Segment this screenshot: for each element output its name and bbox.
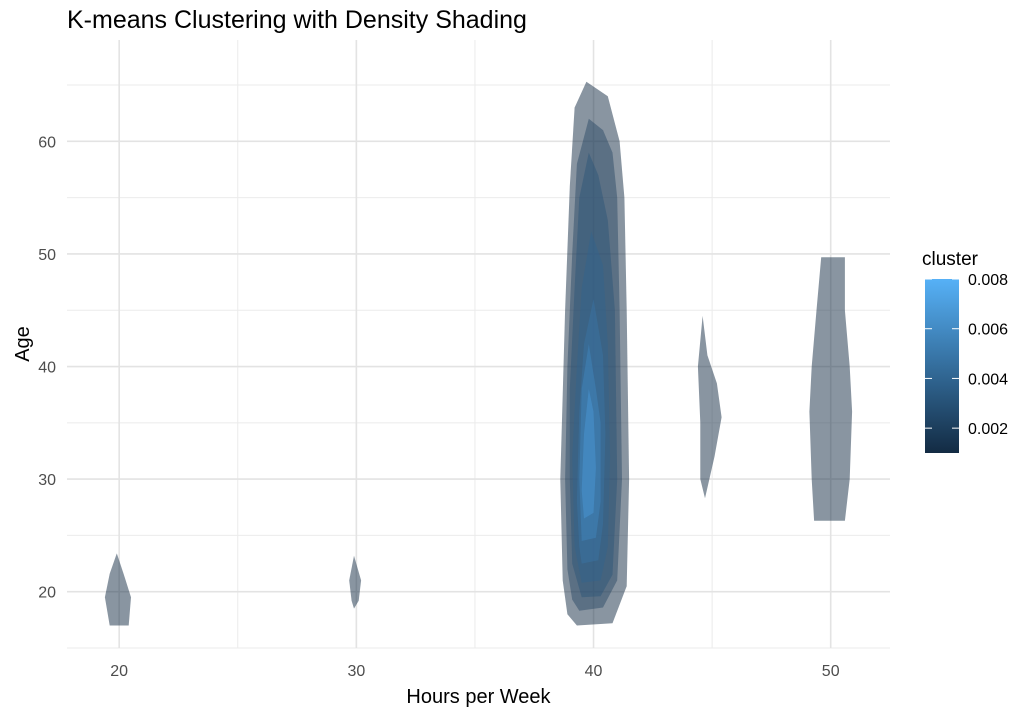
y-tick-label: 30 bbox=[38, 472, 56, 489]
y-tick-label: 60 bbox=[38, 134, 56, 151]
gridlines bbox=[67, 40, 890, 649]
density-region-40h-level-7 bbox=[579, 344, 601, 541]
y-tick-label: 50 bbox=[38, 247, 56, 264]
density-region-45h-level-9 bbox=[697, 315, 722, 499]
legend-tick-label: 0.002 bbox=[968, 421, 1008, 438]
x-axis-title: Hours per Week bbox=[406, 686, 551, 708]
legend: cluster 0.008 0.006 0.004 0.002 bbox=[922, 249, 1008, 453]
density-regions bbox=[104, 81, 853, 626]
axes: Hours per Week Age 20 30 40 50 20 30 40 50 60 bbox=[12, 134, 840, 708]
legend-tick-label: 0.008 bbox=[968, 272, 1008, 289]
x-tick-label: 40 bbox=[585, 663, 603, 680]
density-region-40h-level-8 bbox=[581, 389, 596, 519]
legend-title: cluster bbox=[922, 249, 979, 270]
y-tick-label: 20 bbox=[38, 585, 56, 602]
density-region-30h-level-1 bbox=[349, 555, 362, 609]
density-region-40h-level-3 bbox=[565, 118, 622, 611]
legend-tick-label: 0.004 bbox=[968, 371, 1008, 388]
density-region-40h-level-4 bbox=[569, 152, 618, 598]
y-axis-title: Age bbox=[12, 326, 34, 362]
x-tick-label: 20 bbox=[110, 663, 128, 680]
density-region-40h-level-2 bbox=[560, 81, 630, 626]
density-region-20h-level-0 bbox=[104, 553, 131, 626]
legend-colorbar bbox=[925, 279, 959, 453]
chart-title: K-means Clustering with Density Shading bbox=[67, 6, 527, 34]
x-tick-label: 30 bbox=[347, 663, 365, 680]
y-tick-label: 40 bbox=[38, 360, 56, 377]
density-region-50h-level-10 bbox=[809, 257, 853, 521]
density-region-40h-level-6 bbox=[576, 299, 606, 564]
density-region-40h-level-5 bbox=[572, 231, 611, 583]
legend-tick-label: 0.006 bbox=[968, 322, 1008, 339]
x-tick-label: 50 bbox=[822, 663, 840, 680]
